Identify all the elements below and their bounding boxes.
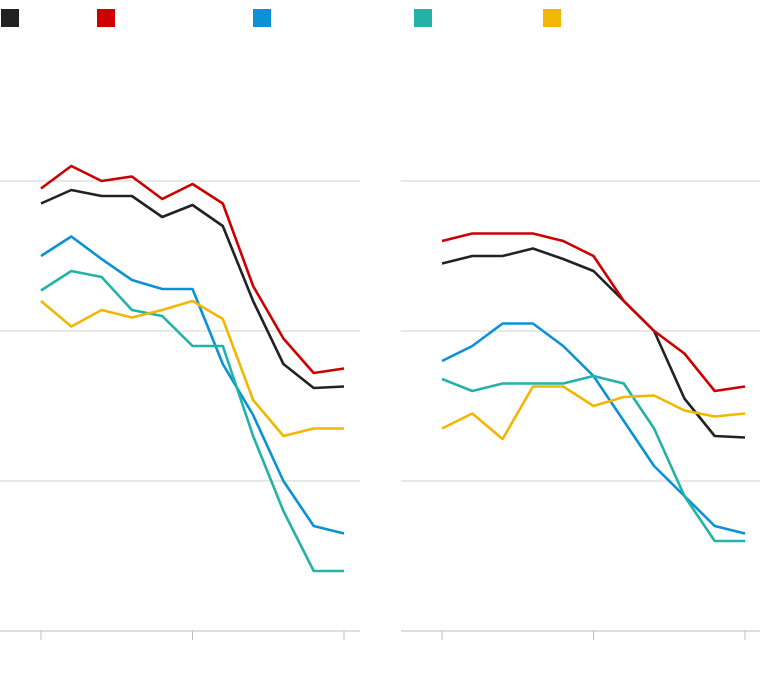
panel-1-series-line-4: [40, 269, 344, 573]
panel-2-series-line-2: [441, 232, 746, 393]
panel-1-series-line-5: [40, 299, 344, 438]
panel-1-series-line-3: [40, 235, 345, 535]
legend-swatch-3: [253, 9, 271, 27]
legend-swatch-4: [414, 9, 432, 27]
panel-1-series-line-2: [40, 164, 345, 375]
legend-swatch-1: [1, 9, 19, 27]
panel-2-series-line-5: [441, 385, 746, 441]
panel-2-series-line-4: [441, 374, 745, 543]
legend-swatch-5: [543, 9, 561, 27]
panel-1-series-line-1: [40, 188, 345, 390]
panel-2-series-line-1: [441, 247, 746, 439]
panel-2-series-line-3: [441, 322, 746, 535]
legend-swatch-2: [97, 9, 115, 27]
